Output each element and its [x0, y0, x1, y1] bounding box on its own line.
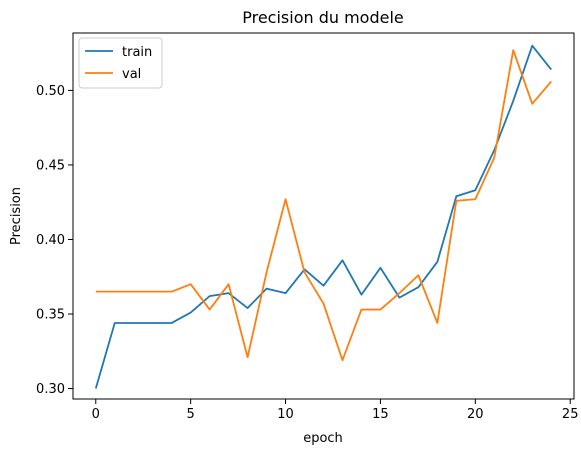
x-axis-label: epoch	[303, 431, 343, 446]
legend-label-val: val	[122, 67, 141, 82]
chart-title: Precision du modele	[242, 8, 404, 27]
legend-label-train: train	[122, 45, 152, 60]
legend: train val	[78, 37, 163, 89]
x-tick-label: 20	[467, 407, 484, 422]
y-tick-label: 0.30	[36, 382, 65, 397]
x-axis: 0 5 10 15 20 25	[92, 399, 579, 422]
series-line-train	[94, 44, 552, 389]
plot-frame	[72, 32, 575, 400]
series-line-val	[95, 49, 552, 362]
plot-area	[94, 44, 552, 389]
y-tick-label: 0.50	[36, 84, 65, 99]
y-tick-label: 0.40	[36, 233, 65, 248]
y-tick-label: 0.35	[36, 308, 65, 323]
y-axis-label: Precision	[9, 187, 24, 245]
x-tick-label: 0	[92, 407, 100, 422]
x-tick-label: 5	[187, 407, 195, 422]
x-tick-label: 15	[372, 407, 389, 422]
y-tick-label: 0.45	[36, 158, 65, 173]
x-tick-label: 10	[277, 407, 294, 422]
x-tick-label: 25	[562, 407, 579, 422]
y-axis: 0.30 0.35 0.40 0.45 0.50	[36, 84, 73, 397]
